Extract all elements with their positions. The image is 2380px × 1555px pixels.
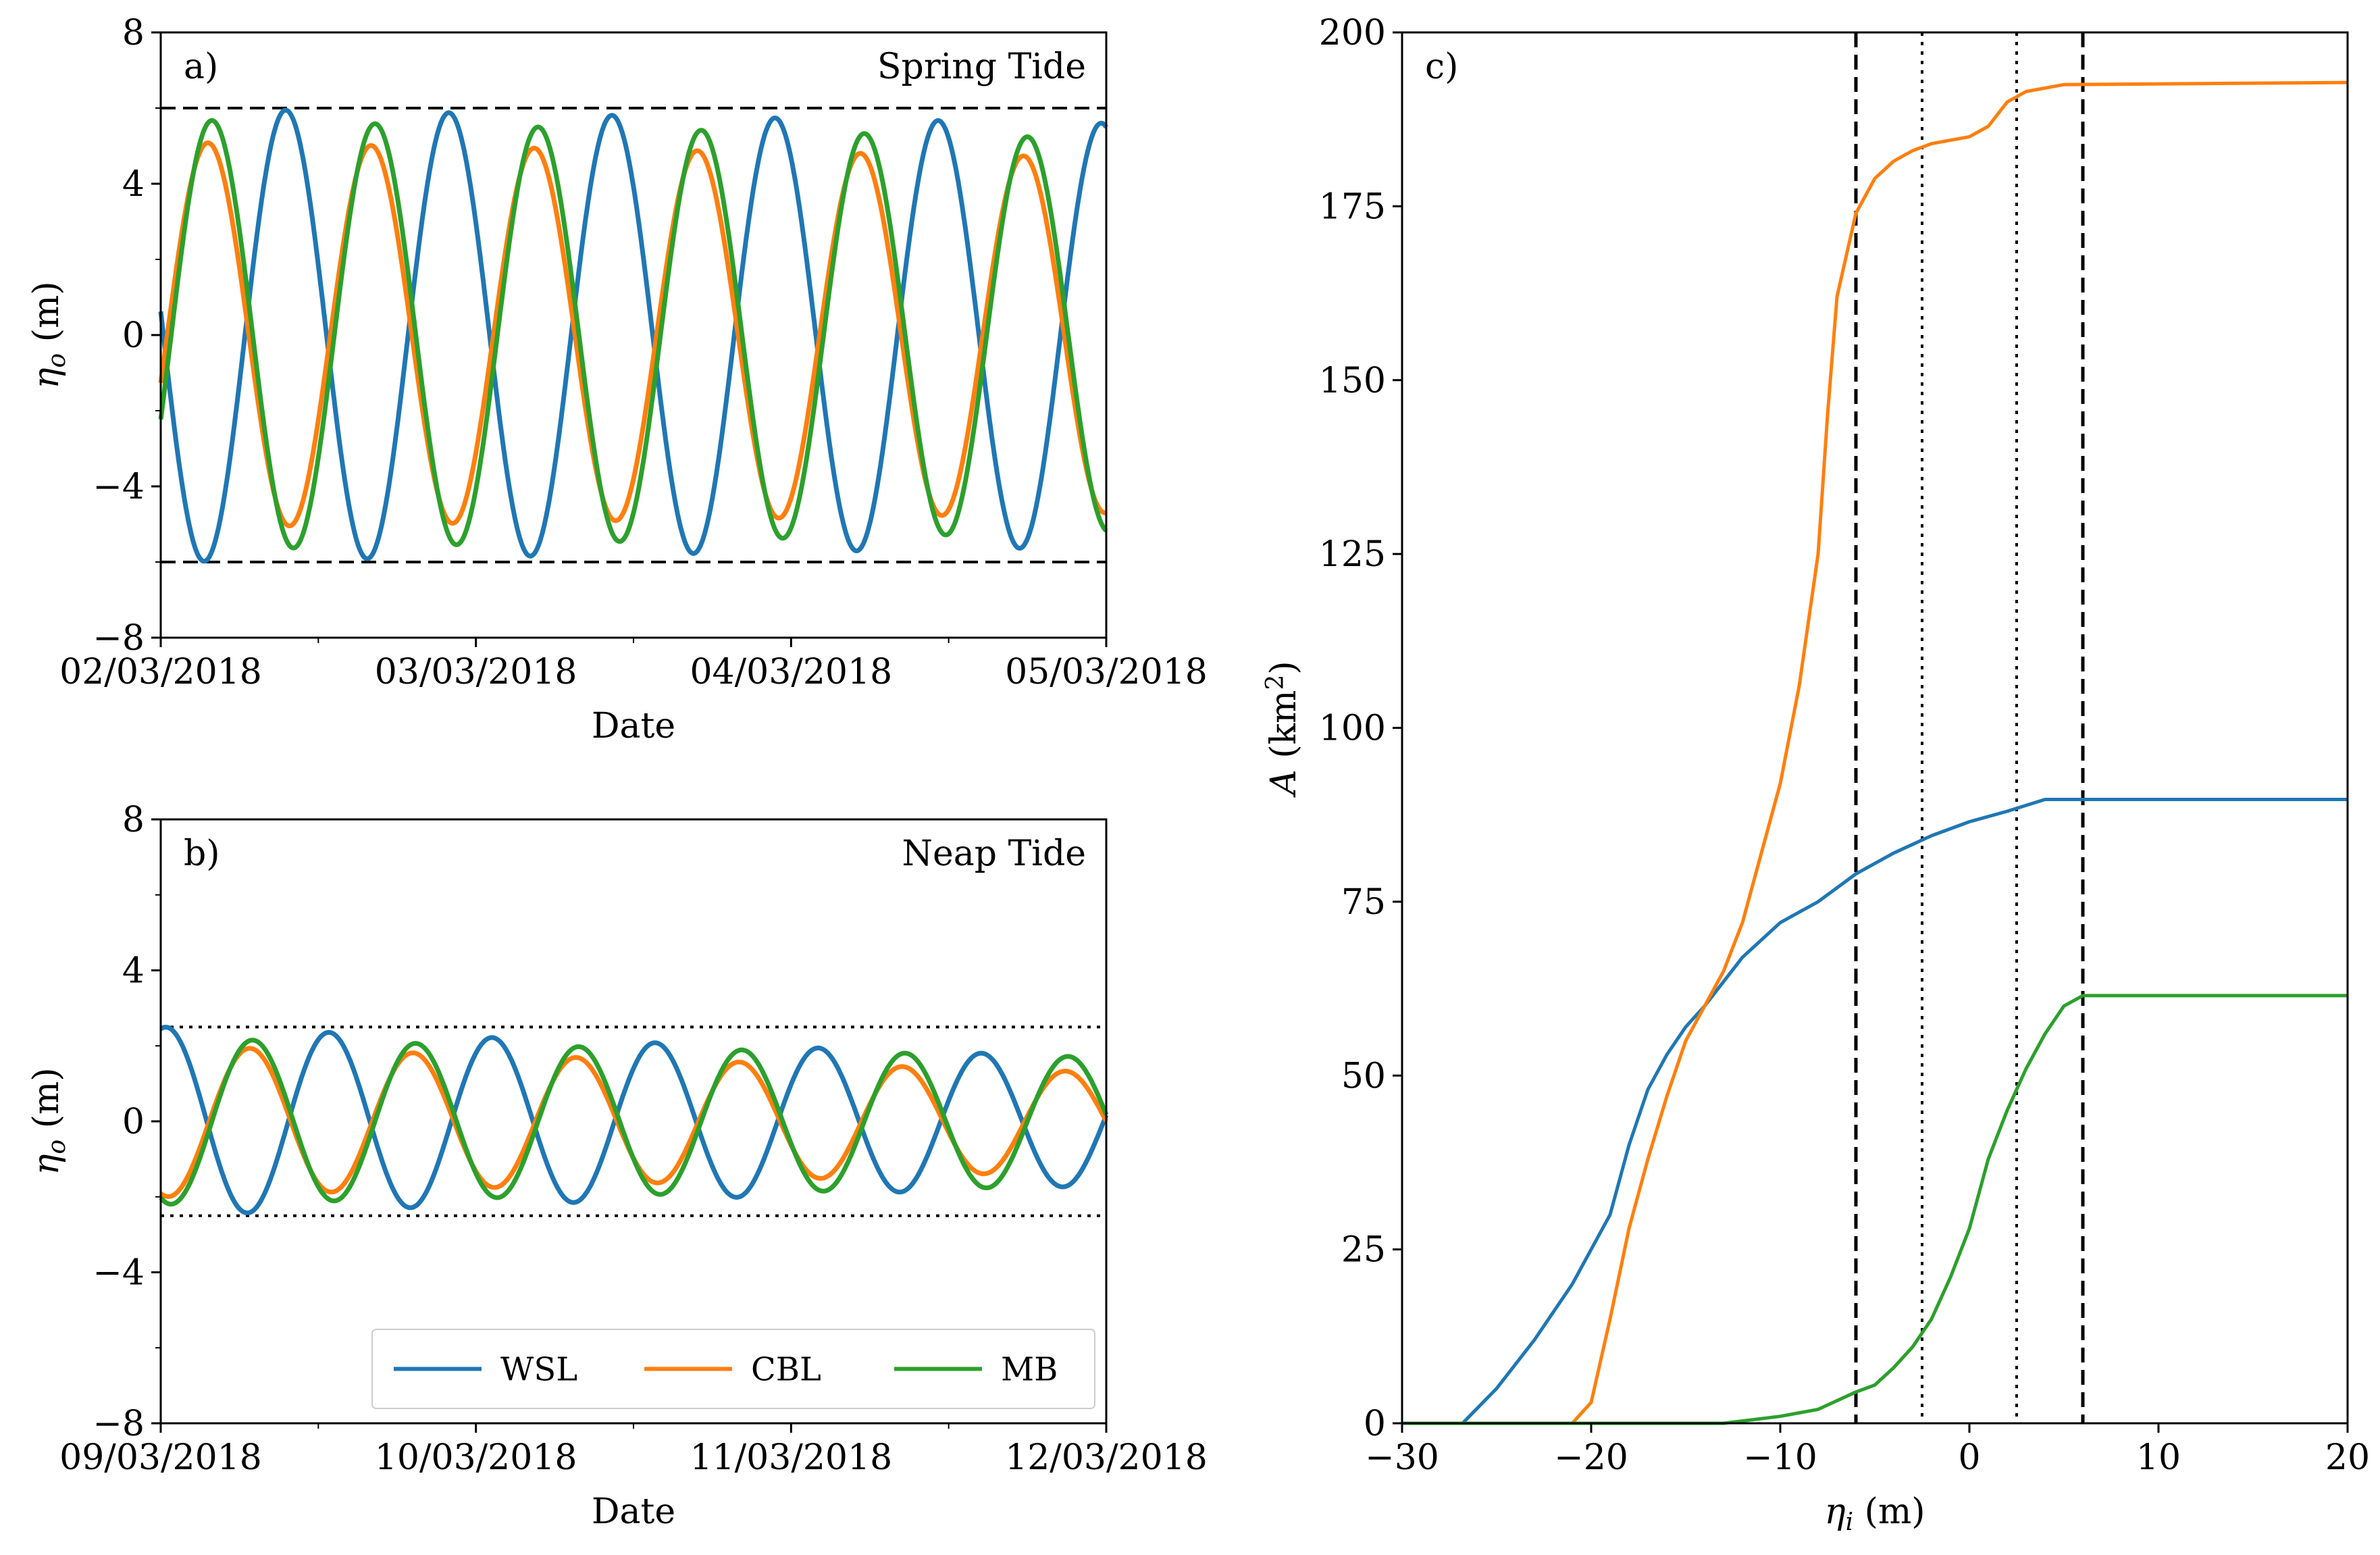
y-tick-label: 0: [122, 315, 145, 356]
panel-b-frame: [159, 818, 1108, 1425]
x-tick-label: 05/03/2018: [1005, 652, 1208, 692]
panel-a-ticks: −8 −4 0 4 8 02/03/2018 03/03/2018 04/03/2018 05/…: [59, 13, 1208, 692]
x-tick-label: 10/03/2018: [375, 1437, 577, 1478]
legend-label-mb: MB: [1001, 1351, 1058, 1389]
panel-c-reference-lines: [1854, 32, 2085, 1423]
panel-c-ticks: 0 25 50 75 100 125 150 175 200 −30 −20 −10 0 10 20: [1319, 13, 2370, 1478]
x-tick-label: 02/03/2018: [59, 652, 262, 692]
panel-b-y-axis-label-unit: (m): [26, 1067, 67, 1139]
y-tick-label: 175: [1319, 186, 1386, 227]
series-line-cbl: [1402, 80, 2348, 1425]
y-tick-label: 0: [1364, 1404, 1386, 1444]
panel-c-x-axis-label-subscript: i: [1846, 1508, 1854, 1536]
panel-b-tag: b): [184, 834, 220, 874]
panel-b-y-axis-label: ηo (m): [26, 1067, 71, 1175]
y-tick-label: 100: [1319, 709, 1386, 749]
y-tick-label: 25: [1341, 1230, 1386, 1271]
panel-c-tag: c): [1425, 47, 1458, 87]
y-tick-label: −8: [93, 1404, 145, 1444]
x-tick-label: 09/03/2018: [59, 1437, 262, 1478]
y-tick-label: −8: [93, 618, 145, 659]
x-tick-label: −30: [1365, 1437, 1439, 1478]
legend-label-cbl: CBL: [751, 1351, 821, 1389]
y-tick-label: 8: [122, 800, 145, 840]
panel-c-y-axis-label-symbol: A: [1264, 769, 1304, 798]
y-tick-label: 200: [1319, 13, 1386, 53]
panel-a-reference-lines: [161, 107, 1106, 563]
x-tick-label: 04/03/2018: [690, 652, 892, 692]
x-tick-label: 20: [2325, 1437, 2370, 1478]
x-tick-label: 10: [2136, 1437, 2181, 1478]
panel-a-x-axis-label: Date: [592, 706, 675, 746]
panel-b-ticks: −8 −4 0 4 8 09/03/2018 10/03/2018 11/03/2018 12/…: [59, 800, 1208, 1478]
x-tick-label: 12/03/2018: [1005, 1437, 1208, 1478]
panel-c-x-axis-label: ηi (m): [1824, 1492, 1925, 1536]
x-tick-label: −10: [1743, 1437, 1817, 1478]
y-tick-label: −4: [93, 467, 145, 507]
series-line-mb: [1402, 994, 2348, 1425]
x-tick-label: −20: [1554, 1437, 1628, 1478]
y-tick-label: 4: [122, 164, 145, 205]
x-tick-label: 03/03/2018: [375, 652, 577, 692]
y-tick-label: −4: [93, 1253, 145, 1294]
x-tick-label: 11/03/2018: [690, 1437, 892, 1478]
panel-b-legend: WSL CBL MB: [371, 1329, 1095, 1409]
panel-c-x-axis-label-symbol: η: [1824, 1492, 1845, 1532]
panel-a-frame: [159, 31, 1108, 639]
series-line-mb: [158, 118, 1108, 551]
y-tick-label: 4: [122, 951, 145, 992]
x-tick-label: 0: [1958, 1437, 1980, 1478]
series-line-cbl: [158, 141, 1108, 528]
y-tick-label: 0: [122, 1102, 145, 1142]
panel-b-reference-lines: [161, 1025, 1106, 1217]
y-tick-label: 50: [1341, 1056, 1386, 1096]
legend-label-wsl: WSL: [500, 1351, 577, 1389]
y-tick-label: 8: [122, 13, 145, 53]
panel-c-x-axis-label-unit: (m): [1853, 1492, 1925, 1532]
panel-b-series: [159, 1025, 1109, 1216]
y-tick-label: 125: [1319, 534, 1386, 575]
y-tick-label: 150: [1319, 361, 1386, 401]
panel-a-y-axis-label-unit: (m): [26, 281, 67, 353]
panel-c-y-axis-label: A (km2): [1262, 661, 1304, 797]
panel-a-tag: a): [184, 47, 218, 87]
panel-a-y-axis-label: ηo (m): [26, 281, 71, 388]
series-line-wsl: [158, 107, 1108, 564]
panel-b-title: Neap Tide: [902, 834, 1086, 874]
panel-b-y-axis-label-symbol: η: [26, 1154, 67, 1175]
panel-a-title: Spring Tide: [877, 47, 1086, 87]
panel-a-spring-tide: −8 −4 0 4 8 02/03/2018 03/03/2018 04/03/2018 05/…: [26, 13, 1208, 746]
panel-c-y-axis-label-superscript: 2: [1262, 675, 1289, 690]
panel-c-series: [1402, 80, 2348, 1425]
panel-b-neap-tide: −8 −4 0 4 8 09/03/2018 10/03/2018 11/03/2018 12/…: [26, 800, 1208, 1532]
panel-b-x-axis-label: Date: [592, 1492, 675, 1532]
panel-a-y-axis-label-subscript: o: [43, 353, 71, 368]
panel-c-y-axis-label-close: ): [1264, 661, 1304, 674]
series-line-mb: [159, 1038, 1109, 1207]
panel-c-y-axis-label-unit: (km: [1264, 690, 1304, 770]
legend-box: [371, 1329, 1095, 1409]
y-tick-label: 75: [1341, 882, 1386, 923]
panel-b-y-axis-label-subscript: o: [43, 1140, 71, 1154]
panel-a-series: [158, 107, 1108, 564]
panel-a-y-axis-label-symbol: η: [26, 367, 67, 388]
series-line-wsl: [159, 1025, 1109, 1216]
panel-c-frame: [1401, 31, 2349, 1425]
